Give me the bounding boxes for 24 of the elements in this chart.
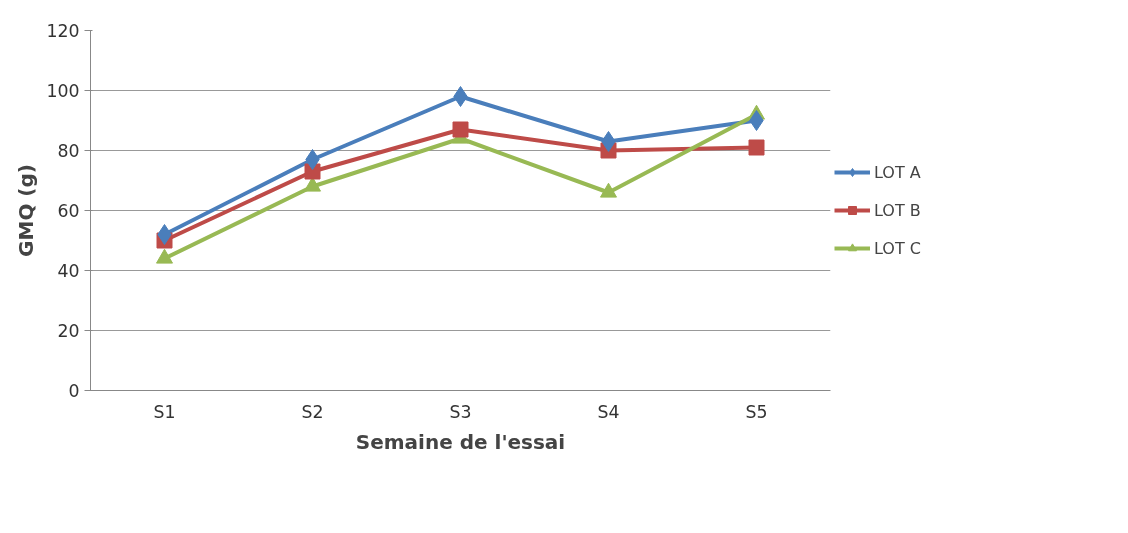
y-tick-label: 20 xyxy=(57,321,80,341)
y-tick-label: 0 xyxy=(68,381,80,401)
point xyxy=(157,224,172,245)
y-tick-label: 60 xyxy=(57,201,80,221)
legend-label: LOT B xyxy=(874,200,921,220)
y-tick-label: 80 xyxy=(57,141,80,161)
point xyxy=(453,86,468,107)
x-tick-label: S5 xyxy=(745,401,768,422)
y-tick-label: 120 xyxy=(46,21,80,41)
x-tick-label: S2 xyxy=(301,401,324,422)
point xyxy=(305,149,320,170)
legend-label: LOT A xyxy=(874,162,921,182)
point xyxy=(749,110,764,131)
y-tick-label: 100 xyxy=(46,81,80,101)
y-axis-title: GMQ (g) xyxy=(14,164,39,257)
x-tick-label: S4 xyxy=(597,401,620,422)
x-axis-title: Semaine de l'essai xyxy=(355,429,566,454)
point xyxy=(452,121,469,138)
y-tick-label: 40 xyxy=(57,261,80,281)
x-tick-label: S3 xyxy=(449,401,472,422)
point xyxy=(601,131,616,152)
legend-label: LOT C xyxy=(874,238,921,258)
x-tick-label: S1 xyxy=(153,401,176,422)
point xyxy=(748,139,765,156)
